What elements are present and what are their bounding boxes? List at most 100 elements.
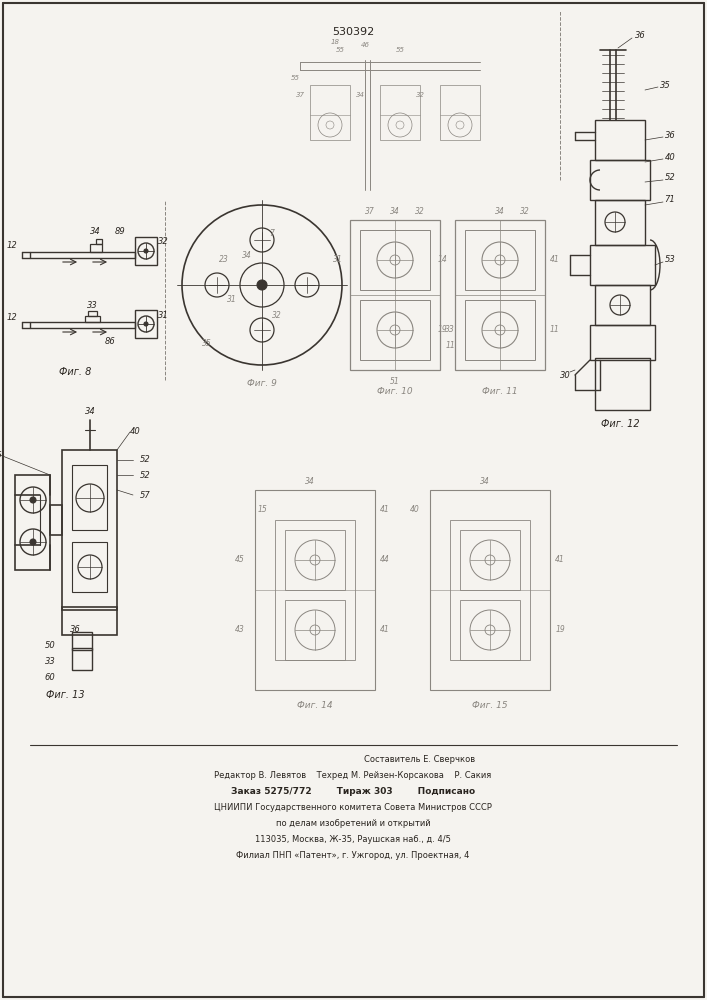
- Text: 55: 55: [395, 47, 404, 53]
- Bar: [360, 230, 430, 290]
- Bar: [595, 285, 650, 325]
- Text: 32: 32: [416, 92, 424, 98]
- Text: 11: 11: [550, 326, 560, 334]
- Text: 55: 55: [336, 47, 344, 53]
- Bar: [90, 244, 102, 252]
- Text: 34: 34: [85, 408, 95, 416]
- Bar: [360, 300, 430, 360]
- Text: 36: 36: [665, 130, 675, 139]
- Text: 14: 14: [438, 255, 448, 264]
- Bar: [350, 220, 440, 370]
- Text: Фиг. 11: Фиг. 11: [482, 387, 518, 396]
- Text: 89: 89: [115, 228, 125, 236]
- Bar: [72, 465, 107, 530]
- Bar: [255, 490, 375, 690]
- Bar: [430, 490, 550, 690]
- Text: 37: 37: [365, 208, 375, 217]
- Text: 55: 55: [291, 75, 300, 81]
- Text: 12: 12: [6, 314, 18, 322]
- Text: 40: 40: [410, 506, 420, 514]
- Text: 113035, Москва, Ж-35, Раушская наб., д. 4/5: 113035, Москва, Ж-35, Раушская наб., д. …: [255, 836, 451, 844]
- Text: 15: 15: [258, 506, 268, 514]
- Text: 31: 31: [227, 296, 237, 304]
- Text: 32: 32: [520, 208, 530, 217]
- Bar: [85, 316, 100, 322]
- Bar: [72, 542, 107, 592]
- Bar: [455, 220, 545, 370]
- Text: 86: 86: [105, 338, 115, 347]
- Text: 33: 33: [87, 300, 98, 310]
- Text: 45: 45: [235, 556, 245, 564]
- Text: 57: 57: [139, 490, 151, 499]
- Bar: [595, 358, 650, 410]
- Text: 32: 32: [415, 208, 425, 217]
- Bar: [460, 600, 520, 660]
- Text: 41: 41: [380, 506, 390, 514]
- Text: Фиг. 13: Фиг. 13: [46, 690, 84, 700]
- Bar: [30, 252, 135, 258]
- Bar: [30, 322, 135, 328]
- Bar: [15, 475, 50, 570]
- Text: 35: 35: [0, 450, 2, 460]
- Bar: [72, 648, 92, 670]
- Text: 12: 12: [6, 240, 18, 249]
- Bar: [285, 600, 345, 660]
- Text: 37: 37: [296, 92, 305, 98]
- Text: 50: 50: [45, 642, 55, 650]
- Bar: [440, 85, 480, 140]
- Bar: [380, 85, 420, 140]
- Bar: [88, 311, 97, 316]
- Bar: [595, 120, 645, 160]
- Bar: [72, 632, 92, 650]
- Text: 51: 51: [390, 377, 400, 386]
- Bar: [590, 160, 650, 200]
- Text: Фиг. 9: Фиг. 9: [247, 378, 277, 387]
- Text: 32: 32: [158, 237, 168, 246]
- Bar: [465, 230, 535, 290]
- Text: 52: 52: [139, 471, 151, 480]
- Bar: [460, 530, 520, 590]
- Circle shape: [30, 539, 36, 545]
- Text: 19: 19: [555, 626, 565, 635]
- Text: 34: 34: [90, 228, 100, 236]
- Text: ЦНИИПИ Государственного комитета Совета Министров СССР: ЦНИИПИ Государственного комитета Совета …: [214, 804, 492, 812]
- Text: 41: 41: [380, 626, 390, 635]
- Text: 530392: 530392: [332, 27, 374, 37]
- Text: 18: 18: [330, 39, 339, 45]
- Text: 52: 52: [665, 174, 675, 182]
- Bar: [135, 237, 157, 265]
- Text: 19: 19: [438, 326, 448, 334]
- Text: 34: 34: [495, 208, 505, 217]
- Text: Заказ 5275/772        Тираж 303        Подписано: Заказ 5275/772 Тираж 303 Подписано: [231, 788, 475, 796]
- Text: Редактор В. Левятов    Техред М. Рейзен-Корсакова    Р. Сакия: Редактор В. Левятов Техред М. Рейзен-Кор…: [214, 772, 491, 780]
- Text: Фиг. 8: Фиг. 8: [59, 367, 91, 377]
- Bar: [62, 607, 117, 635]
- Text: Фиг. 14: Фиг. 14: [297, 700, 333, 710]
- Text: Составитель Е. Сверчков: Составитель Е. Сверчков: [364, 756, 476, 764]
- Bar: [135, 310, 157, 338]
- Text: 71: 71: [665, 196, 675, 205]
- Text: 32: 32: [272, 310, 282, 320]
- Bar: [285, 530, 345, 590]
- Circle shape: [30, 497, 36, 503]
- Text: 31: 31: [333, 255, 343, 264]
- Text: 34: 34: [356, 92, 365, 98]
- Bar: [595, 200, 645, 245]
- Bar: [310, 85, 350, 140]
- Text: 33: 33: [45, 658, 55, 666]
- Text: Фиг. 12: Фиг. 12: [601, 419, 639, 429]
- Circle shape: [257, 280, 267, 290]
- Text: 35: 35: [660, 81, 670, 90]
- Text: 40: 40: [665, 152, 675, 161]
- Circle shape: [144, 249, 148, 253]
- Text: 60: 60: [45, 674, 55, 682]
- Text: 31: 31: [158, 310, 168, 320]
- Text: 41: 41: [550, 255, 560, 264]
- Bar: [450, 520, 530, 660]
- Bar: [465, 300, 535, 360]
- Text: 35: 35: [202, 338, 212, 348]
- Text: Филиал ПНП «Патент», г. Ужгород, ул. Проектная, 4: Филиал ПНП «Патент», г. Ужгород, ул. Про…: [236, 852, 469, 860]
- Text: 46: 46: [361, 42, 370, 48]
- Text: 36: 36: [69, 626, 81, 635]
- Text: по делам изобретений и открытий: по делам изобретений и открытий: [276, 820, 431, 828]
